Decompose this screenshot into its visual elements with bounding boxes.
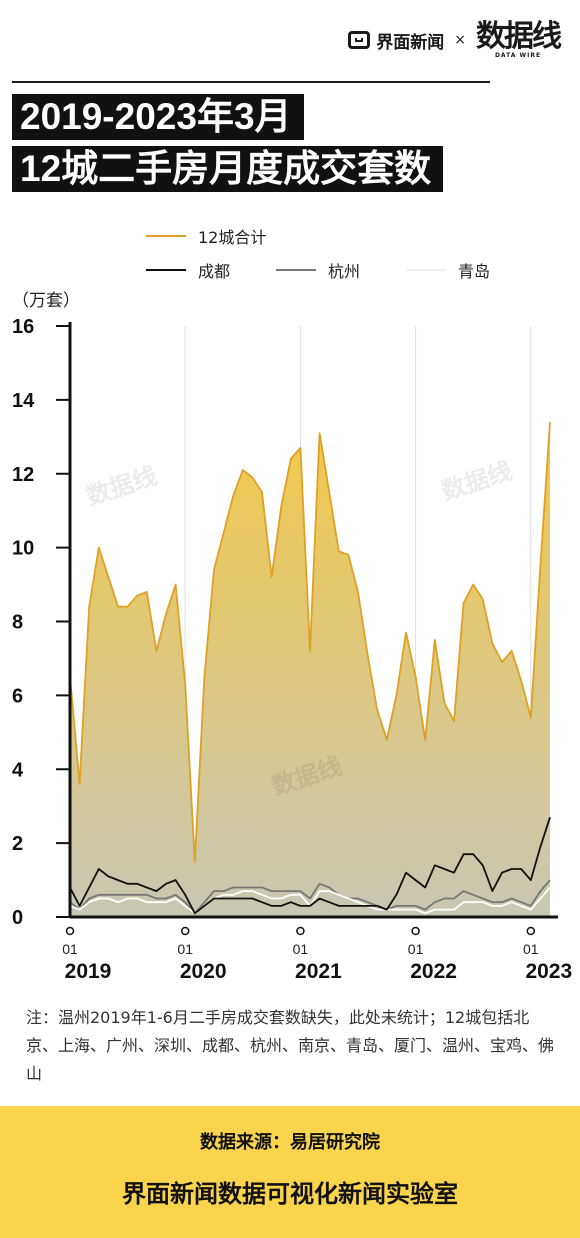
y-tick-label-10: 10 [12, 538, 34, 560]
legend-item-qingdao: 青岛 [406, 258, 490, 282]
watermark-2: 数据线 [438, 456, 515, 506]
legend-label-hangzhou: 杭州 [328, 262, 361, 281]
data-source: 数据来源：易居研究院 [200, 1132, 380, 1153]
x-tick-year-2023: 2023 [525, 960, 572, 983]
jiemian-logo: 界面新闻 [348, 28, 444, 53]
legend-swatch-chengdu [146, 269, 186, 271]
x-tick-marker-2022 [411, 926, 420, 936]
title-line-2: 12城二手房月度成交套数 [12, 146, 444, 192]
series-line-2 [69, 879, 551, 915]
x-tick-year-2020: 2020 [180, 960, 227, 983]
legend-swatch-qingdao [406, 269, 446, 271]
legend-label-chengdu: 成都 [198, 262, 231, 281]
x-tick-marker-2020 [180, 926, 190, 936]
jiemian-logo-icon [348, 31, 371, 49]
y-tick-label-6: 6 [12, 685, 23, 707]
y-tick-label-2: 2 [12, 833, 23, 855]
x-tick-month-2023: 01 [523, 941, 539, 957]
header-rule [12, 81, 490, 83]
x-tick-year-2019: 2019 [65, 960, 112, 983]
legend-swatch-hangzhou [276, 269, 316, 271]
y-unit-label: （万套） [12, 291, 80, 311]
chart-note: 注：温州2019年1-6月二手房成交套数缺失，此处未统计；12城包括北京、上海、… [26, 1008, 555, 1083]
legend-label-total: 12城合计 [198, 228, 267, 247]
y-tick-label-14: 14 [12, 390, 35, 412]
y-tick-label-4: 4 [12, 759, 24, 781]
series-line-1 [69, 817, 551, 915]
footer-band: 数据来源：易居研究院 界面新闻数据可视化新闻实验室 [0, 1106, 580, 1238]
y-tick-label-16: 16 [12, 316, 34, 338]
lab-credit: 界面新闻数据可视化新闻实验室 [122, 1180, 458, 1208]
x-tick-year-2022: 2022 [410, 960, 457, 983]
y-tick-label-8: 8 [12, 612, 23, 634]
legend-item-chengdu: 成都 [146, 258, 230, 282]
data-wire-logo: 数据线 DATA WIRE [476, 18, 562, 59]
x-tick-month-2020: 01 [177, 941, 193, 957]
area-chart: 0 2 4 6 8 10 12 14 16 01 2019 01 2020 01 2021 01 2022 01 2… [12, 316, 572, 983]
data-wire-mark: 数据线 [476, 18, 562, 54]
legend-label-qingdao: 青岛 [458, 262, 491, 281]
header-logos: 界面新闻 × 数据线 DATA WIRE [348, 18, 562, 62]
x-tick-marker-2021 [296, 926, 305, 936]
y-tick-label-0: 0 [12, 907, 23, 929]
legend-swatch-total [146, 235, 186, 237]
x-tick-year-2021: 2021 [295, 960, 342, 983]
x-tick-month-2021: 01 [293, 941, 309, 957]
watermark-0: 数据线 [83, 461, 160, 511]
times-sign: × [454, 32, 466, 48]
data-wire-subtitle: DATA WIRE [494, 51, 542, 59]
brand-name: 界面新闻 [376, 32, 445, 53]
x-tick-marker-2019 [65, 926, 75, 936]
y-tick-label-12: 12 [12, 464, 34, 486]
series-line-0 [69, 421, 551, 863]
x-tick-month-2022: 01 [408, 941, 424, 957]
title-line-1: 2019-2023年3月 [12, 94, 304, 140]
legend-item-total: 12城合计 [146, 224, 266, 248]
x-tick-month-2019: 01 [62, 941, 78, 957]
x-tick-marker-2023 [526, 926, 536, 936]
legend-item-hangzhou: 杭州 [276, 258, 360, 282]
area-total-fill [70, 422, 550, 917]
